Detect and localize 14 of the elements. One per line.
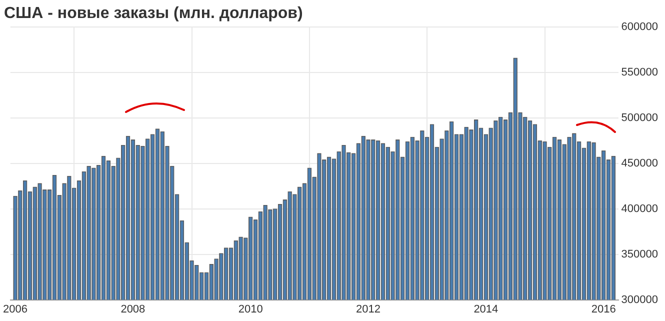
- x-tick-label: 2012: [356, 303, 380, 316]
- x-tick-label: 2014: [474, 303, 498, 316]
- y-tick-label: 500000: [621, 112, 658, 124]
- y-tick-label: 350000: [621, 248, 658, 260]
- y-tick-label: 450000: [621, 158, 658, 170]
- x-tick-label: 2016: [591, 303, 616, 316]
- chart-title: США - новые заказы (млн. долларов): [4, 5, 303, 22]
- y-tick-label: 550000: [621, 66, 658, 79]
- x-tick-label: 2008: [120, 303, 146, 316]
- y-tick-label: 600000: [621, 21, 658, 34]
- y-tick-label: 300000: [621, 294, 658, 306]
- x-tick-label: 2006: [3, 303, 28, 316]
- y-tick-label: 400000: [621, 202, 658, 215]
- x-tick-label: 2010: [238, 303, 263, 316]
